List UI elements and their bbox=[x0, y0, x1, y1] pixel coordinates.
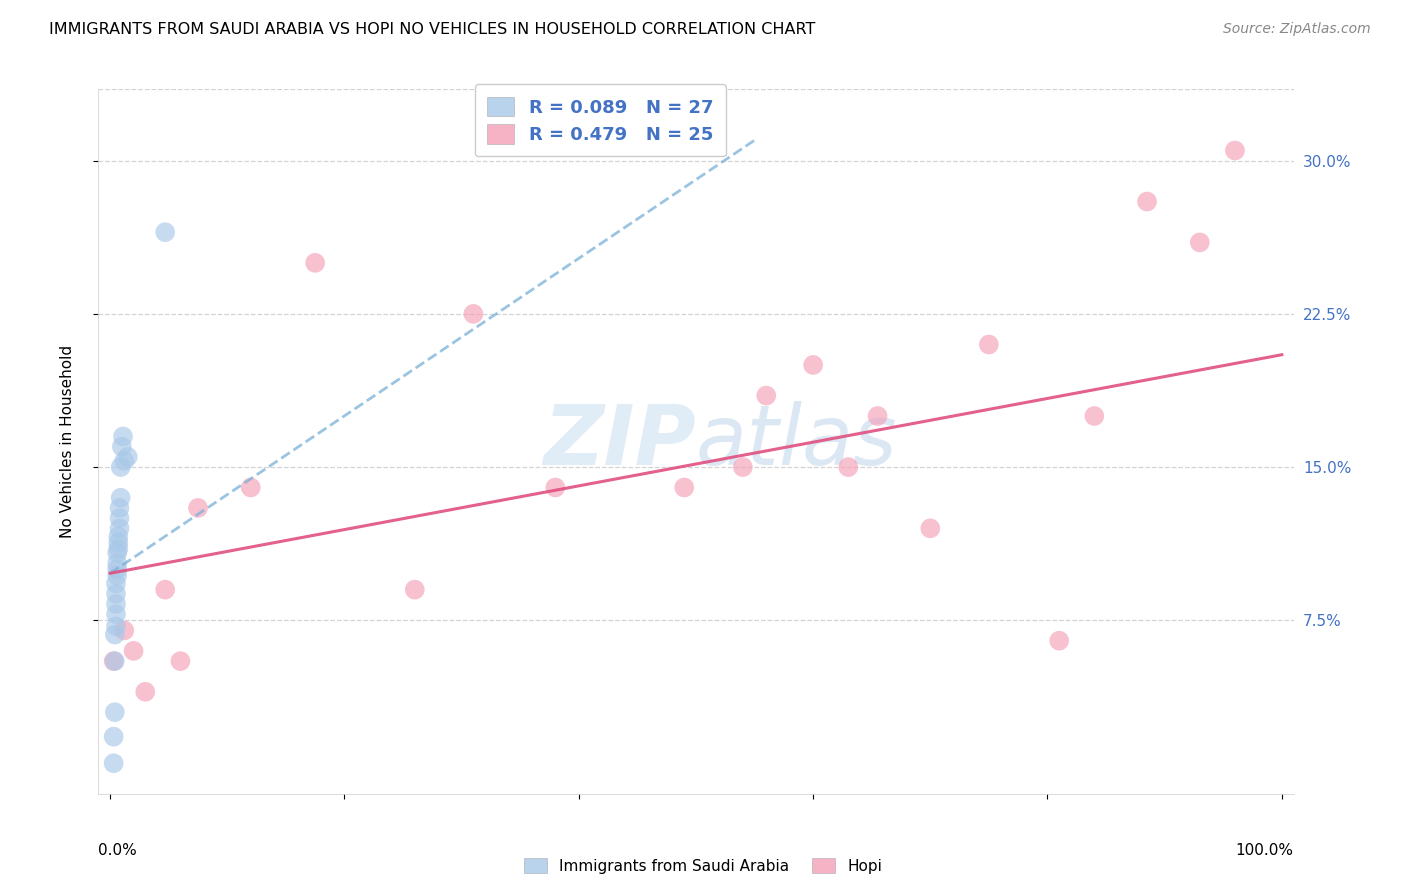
Legend: R = 0.089   N = 27, R = 0.479   N = 25: R = 0.089 N = 27, R = 0.479 N = 25 bbox=[475, 84, 725, 156]
Point bbox=[105, 619, 128, 633]
Point bbox=[1047, 633, 1070, 648]
Point bbox=[920, 521, 942, 535]
Text: 0.0%: 0.0% bbox=[98, 843, 138, 858]
Point bbox=[105, 546, 128, 560]
Point bbox=[801, 358, 824, 372]
Point bbox=[169, 654, 191, 668]
Point bbox=[755, 388, 778, 402]
Point bbox=[110, 460, 132, 475]
Text: IMMIGRANTS FROM SAUDI ARABIA VS HOPI NO VEHICLES IN HOUSEHOLD CORRELATION CHART: IMMIGRANTS FROM SAUDI ARABIA VS HOPI NO … bbox=[49, 22, 815, 37]
Point bbox=[108, 511, 131, 525]
Point bbox=[107, 541, 129, 556]
Point bbox=[105, 576, 128, 591]
Point bbox=[122, 644, 145, 658]
Point bbox=[111, 440, 134, 454]
Point bbox=[105, 556, 128, 570]
Point bbox=[105, 587, 128, 601]
Point bbox=[155, 225, 177, 239]
Point bbox=[1223, 144, 1246, 158]
Point bbox=[187, 500, 209, 515]
Point bbox=[837, 460, 859, 475]
Point bbox=[104, 627, 127, 641]
Point bbox=[731, 460, 754, 475]
Point bbox=[544, 481, 567, 495]
Point bbox=[104, 654, 127, 668]
Point bbox=[103, 730, 125, 744]
Point bbox=[155, 582, 177, 597]
Text: 100.0%: 100.0% bbox=[1236, 843, 1294, 858]
Text: ZIP: ZIP bbox=[543, 401, 696, 482]
Point bbox=[112, 429, 135, 443]
Point bbox=[866, 409, 889, 423]
Point bbox=[117, 450, 139, 464]
Point bbox=[1188, 235, 1211, 250]
Point bbox=[977, 337, 1000, 351]
Point bbox=[112, 454, 135, 468]
Point bbox=[112, 624, 135, 638]
Text: Source: ZipAtlas.com: Source: ZipAtlas.com bbox=[1223, 22, 1371, 37]
Point bbox=[239, 481, 262, 495]
Point bbox=[105, 607, 128, 621]
Point bbox=[104, 705, 127, 719]
Point bbox=[673, 481, 696, 495]
Y-axis label: No Vehicles in Household: No Vehicles in Household bbox=[60, 345, 75, 538]
Point bbox=[134, 685, 156, 699]
Point bbox=[103, 756, 125, 771]
Text: atlas: atlas bbox=[696, 401, 897, 482]
Point bbox=[404, 582, 426, 597]
Point bbox=[110, 491, 132, 505]
Point bbox=[107, 535, 129, 549]
Point bbox=[105, 597, 128, 611]
Point bbox=[105, 568, 128, 582]
Point bbox=[1083, 409, 1105, 423]
Legend: Immigrants from Saudi Arabia, Hopi: Immigrants from Saudi Arabia, Hopi bbox=[517, 852, 889, 880]
Point bbox=[105, 562, 128, 576]
Point bbox=[108, 521, 131, 535]
Point bbox=[463, 307, 485, 321]
Point bbox=[103, 654, 125, 668]
Point bbox=[1136, 194, 1159, 209]
Point bbox=[107, 529, 129, 543]
Point bbox=[108, 500, 131, 515]
Point bbox=[304, 256, 326, 270]
